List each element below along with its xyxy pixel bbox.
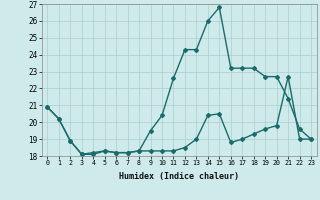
X-axis label: Humidex (Indice chaleur): Humidex (Indice chaleur)	[119, 172, 239, 181]
